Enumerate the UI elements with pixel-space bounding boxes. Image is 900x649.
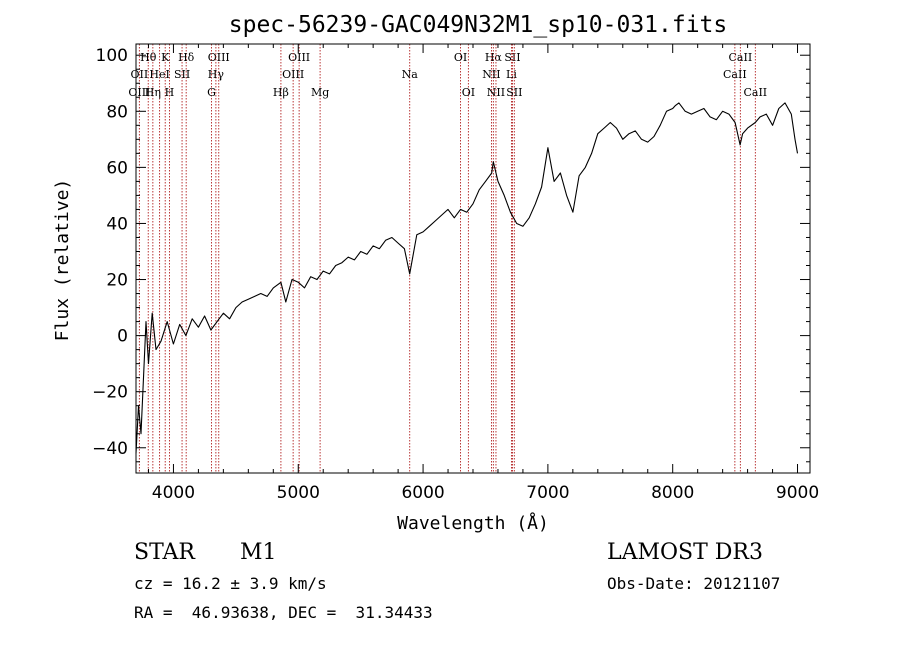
line-marker-label: CaII <box>743 86 767 99</box>
line-marker-label: H <box>165 86 175 99</box>
object-class: STAR <box>134 540 195 565</box>
y-axis-label: Flux (relative) <box>52 179 73 342</box>
spectrum-line <box>135 102 799 454</box>
y-tick-label: −40 <box>92 439 128 459</box>
line-marker-label: SII <box>174 68 190 81</box>
line-marker-label: OIII <box>128 86 150 99</box>
line-marker-label: OIII <box>288 51 310 64</box>
object-subclass: M1 <box>240 540 277 565</box>
line-marker-label: Hγ <box>208 68 225 81</box>
x-tick-label: 9000 <box>776 483 819 503</box>
line-marker-label: Hα <box>485 51 503 64</box>
y-tick-label: 100 <box>96 46 128 66</box>
line-marker-label: SII <box>506 86 522 99</box>
spectrum-series <box>135 102 799 454</box>
y-tick-label: 40 <box>106 214 128 234</box>
y-tick-label: 60 <box>106 158 128 178</box>
line-marker-label: Li <box>506 68 517 81</box>
line-marker-label: NII <box>482 68 500 81</box>
line-marker-label: CaII <box>729 51 753 64</box>
x-tick-label: 4000 <box>152 483 195 503</box>
coordinates: RA = 46.93638, DEC = 31.34433 <box>134 603 433 622</box>
line-marker-label: G <box>207 86 216 99</box>
x-axis: 4000 5000 6000 7000 8000 9000 <box>147 44 819 503</box>
line-marker-label: OII <box>131 68 149 81</box>
line-marker-label: Na <box>402 68 419 81</box>
y-tick-label: 0 <box>117 327 128 347</box>
line-marker-label: Mg <box>311 86 329 99</box>
y-tick-label: −20 <box>92 383 128 403</box>
line-marker-label: OIII <box>282 68 304 81</box>
line-marker-label: OI <box>462 86 475 99</box>
chart-title: spec-56239-GAC049N32M1_sp10-031.fits <box>229 12 728 38</box>
survey-name: LAMOST DR3 <box>607 540 763 565</box>
line-marker-label: OI <box>454 51 467 64</box>
line-marker-label: SII <box>504 51 520 64</box>
x-tick-label: 8000 <box>651 483 694 503</box>
line-marker-label: Hδ <box>178 51 195 64</box>
line-markers: Hθ OII OIII K HeI Hη Hδ SII H OIII Hγ G OIII OIII Hβ Mg… <box>128 44 767 473</box>
line-marker-label: NII <box>487 86 505 99</box>
x-tick-label: 7000 <box>526 483 569 503</box>
x-tick-label: 5000 <box>277 483 320 503</box>
plot-frame <box>135 43 811 474</box>
line-marker-label: HeI <box>149 68 169 81</box>
y-axis: −40 −20 0 20 40 60 80 100 <box>92 46 810 463</box>
x-axis-label: Wavelength (Å) <box>397 512 549 534</box>
y-tick-label: 80 <box>106 102 128 122</box>
obs-date: Obs-Date: 20121107 <box>607 574 781 593</box>
x-tick-label: 6000 <box>401 483 444 503</box>
line-marker-label: Hθ <box>140 51 157 64</box>
y-tick-label: 20 <box>106 271 128 291</box>
line-marker-label: OIII <box>208 51 230 64</box>
line-marker-label: CaII <box>723 68 747 81</box>
line-marker-label: K <box>161 51 170 64</box>
velocity-readout: cz = 16.2 ± 3.9 km/s <box>134 574 327 593</box>
line-marker-label: Hβ <box>273 86 289 99</box>
line-marker-label: Hη <box>145 86 161 99</box>
